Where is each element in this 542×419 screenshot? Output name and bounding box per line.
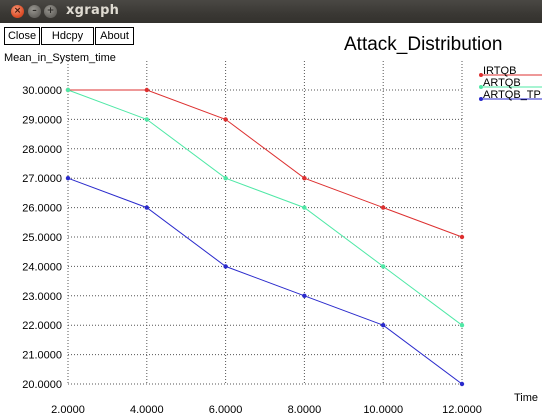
data-point-irtqb [302,176,307,181]
legend-label: ARTQB_TP [483,89,541,101]
series-line-irtqb [68,89,463,238]
y-tick-label: 25.0000 [22,232,62,244]
legend-marker [479,85,483,89]
data-point-artqb [302,205,307,210]
x-tick-label: 8.0000 [288,404,322,416]
y-tick-label: 24.0000 [22,261,62,273]
x-tick-label: 12.0000 [442,404,482,416]
data-point-artqb [459,323,465,328]
y-tick-label: 21.0000 [22,350,62,362]
y-tick-label: 22.0000 [22,320,62,332]
data-point-irtqb [381,205,386,210]
x-tick-label: 4.0000 [130,404,164,416]
series-lines [67,89,463,385]
window-title: xgraph [66,3,120,18]
data-point-artqb [65,87,71,93]
x-axis-label: Time [514,392,539,404]
y-tick-labels: 20.0000 21.0000 22.0000 23.0000 24.0000 25.00… [22,85,62,391]
data-point-artqb [381,264,386,269]
hardcopy-button[interactable]: Hdcpy [41,27,94,45]
x-tick-label: 6.0000 [209,404,243,416]
chart-title: Attack_Distribution [344,34,503,55]
close-icon[interactable]: × [11,5,24,18]
data-point-artqb_tp [381,323,386,328]
legend-label: IRTQB [483,65,516,77]
data-point-artqb_tp [144,205,149,210]
y-tick-label: 26.0000 [22,203,62,215]
title-bar[interactable]: × – + xgraph [0,0,542,23]
y-tick-label: 20.0000 [22,379,62,391]
y-tick-label: 28.0000 [22,144,62,156]
data-point-artqb [223,176,228,181]
grid [67,61,463,385]
data-point-artqb_tp [223,264,228,269]
data-point-artqb_tp [302,293,307,298]
data-point-irtqb [223,117,228,122]
data-point-irtqb [459,234,465,240]
x-tick-label: 2.0000 [51,404,85,416]
data-point-irtqb [144,87,149,93]
series-points [65,87,465,387]
data-point-artqb [144,117,149,122]
data-point-artqb_tp [65,176,71,181]
y-tick-label: 30.0000 [22,85,62,97]
close-button[interactable]: Close [4,27,40,45]
about-button[interactable]: About [95,27,134,45]
legend-marker [479,73,483,77]
y-tick-label: 23.0000 [22,291,62,303]
y-tick-label: 27.0000 [22,173,62,185]
data-point-artqb_tp [459,381,465,387]
y-tick-label: 29.0000 [22,114,62,126]
maximize-icon[interactable]: + [44,5,57,18]
minimize-icon[interactable]: – [28,5,41,18]
y-axis-label: Mean_in_System_time [4,52,116,64]
series-line-artqb [67,89,463,326]
legend-label: ARTQB [483,77,521,89]
x-tick-label: 10.0000 [363,404,403,416]
x-tick-labels: 2.0000 4.0000 6.0000 8.0000 10.0000 12.0000 [51,404,482,416]
legend-marker [479,97,483,101]
series-line-artqb_tp [67,177,463,385]
